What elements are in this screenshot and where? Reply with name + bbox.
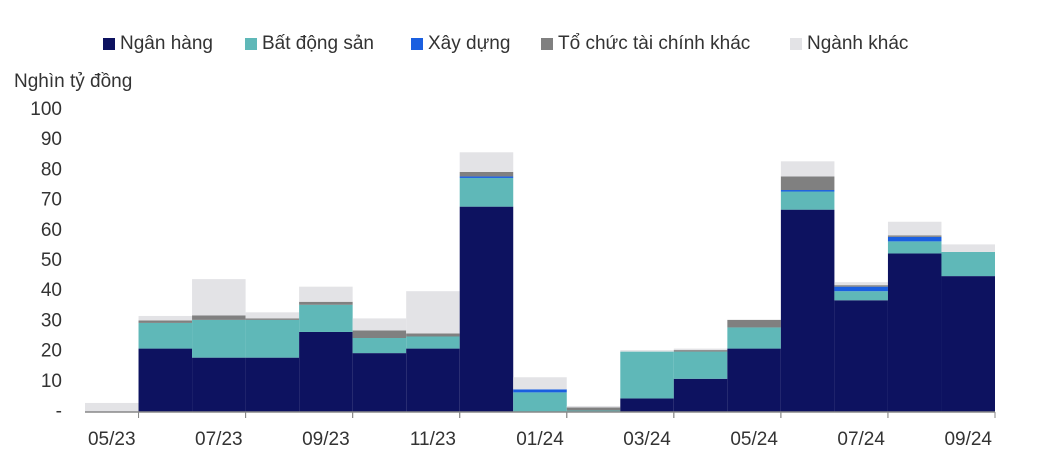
bar-segment — [406, 291, 460, 334]
bar-segment — [834, 291, 888, 301]
bar-segment — [406, 348, 460, 412]
bar-segment — [887, 236, 942, 242]
bar-segment — [299, 286, 353, 302]
bar-segment — [887, 221, 942, 236]
bar-segment — [513, 389, 567, 393]
bar-segment — [673, 351, 728, 379]
x-tick-label: 07/23 — [195, 429, 243, 450]
bar-segment — [352, 353, 407, 412]
bar-segment — [887, 241, 942, 254]
x-tick-label: 05/23 — [88, 429, 136, 450]
legend-label: Bất động sản — [262, 33, 374, 54]
bar-segment — [85, 402, 139, 412]
legend-label: Xây dựng — [428, 33, 510, 54]
bar-segment — [834, 282, 888, 286]
bar-segment — [780, 209, 835, 412]
bar-segment — [780, 176, 835, 191]
bar-segment — [887, 253, 942, 412]
bar-segment — [673, 378, 728, 412]
bar-segment — [727, 319, 781, 328]
bar-segment — [138, 315, 193, 321]
bar-segment — [192, 279, 246, 316]
bar-segment — [887, 235, 942, 237]
legend-label: Ngành khác — [807, 33, 908, 54]
y-tick-label: 70 — [41, 190, 62, 211]
bar-segment — [780, 161, 835, 177]
y-tick-label: 90 — [41, 129, 62, 150]
bar-segment — [834, 300, 888, 412]
x-tick-label: 05/24 — [730, 429, 778, 450]
y-tick-label: 80 — [41, 159, 62, 180]
bar-segment — [620, 351, 674, 399]
bar-segment — [245, 319, 300, 358]
bar-segment — [513, 392, 567, 412]
bar-segment — [352, 330, 407, 339]
bar-segment — [620, 398, 674, 412]
x-tick-label: 01/24 — [516, 429, 564, 450]
bar-segment — [941, 251, 995, 277]
y-tick-label: 60 — [41, 220, 62, 241]
legend-swatch — [103, 38, 115, 50]
bar-segment — [138, 322, 193, 349]
legend-swatch — [790, 38, 802, 50]
bar-segment — [459, 177, 514, 207]
x-tick-label: 03/24 — [623, 429, 671, 450]
bar-segment — [245, 357, 300, 412]
bar-segment — [834, 285, 888, 287]
x-tick-label: 09/24 — [944, 429, 992, 450]
bar-segment — [566, 407, 621, 411]
bar-segment — [727, 327, 781, 349]
y-tick-label: 20 — [41, 341, 62, 362]
y-tick-label: 10 — [41, 371, 62, 392]
bar-segment — [459, 152, 514, 172]
bar-segment — [941, 276, 995, 412]
legend-label: Ngân hàng — [120, 33, 213, 54]
bar-segment — [780, 191, 835, 210]
bar-segment — [513, 377, 567, 390]
x-tick-label: 07/24 — [837, 429, 885, 450]
legend-label: Tổ chức tài chính khác — [558, 33, 750, 54]
bar-segment — [727, 348, 781, 412]
bar-segment — [620, 350, 674, 352]
bar-segment — [673, 348, 728, 351]
bar-segment — [406, 336, 460, 349]
bar-segment — [299, 331, 353, 412]
bar-segment — [673, 350, 728, 352]
bar-segment — [566, 410, 621, 412]
bar-segment — [459, 206, 514, 412]
bar-segment — [406, 333, 460, 337]
legend-swatch — [541, 38, 553, 50]
bar-segment — [566, 405, 621, 408]
legend-swatch — [245, 38, 257, 50]
bar-segment — [941, 244, 995, 252]
y-tick-label: 50 — [41, 250, 62, 271]
bar-segment — [138, 348, 193, 412]
bar-segment — [192, 357, 246, 412]
y-tick-label: 40 — [41, 280, 62, 301]
bar-segment — [192, 319, 246, 358]
x-tick-label: 11/23 — [410, 429, 456, 450]
y-axis-label: Nghìn tỷ đồng — [14, 71, 132, 92]
bar-segment — [192, 315, 246, 320]
y-tick-label: - — [56, 401, 62, 422]
y-tick-label: 30 — [41, 310, 62, 331]
bar-segment — [459, 171, 514, 177]
bar-segment — [780, 190, 835, 192]
bar-segment — [299, 304, 353, 332]
bar-segment — [299, 301, 353, 305]
y-tick-label: 100 — [30, 99, 62, 120]
legend-swatch — [411, 38, 423, 50]
bar-segment — [352, 338, 407, 354]
bar-segment — [352, 318, 407, 331]
bar-segment — [138, 320, 193, 323]
bar-segment — [834, 286, 888, 292]
bar-segment — [245, 312, 300, 319]
bar-segment — [459, 176, 514, 178]
x-tick-label: 09/23 — [302, 429, 350, 450]
bar-segment — [245, 318, 300, 320]
